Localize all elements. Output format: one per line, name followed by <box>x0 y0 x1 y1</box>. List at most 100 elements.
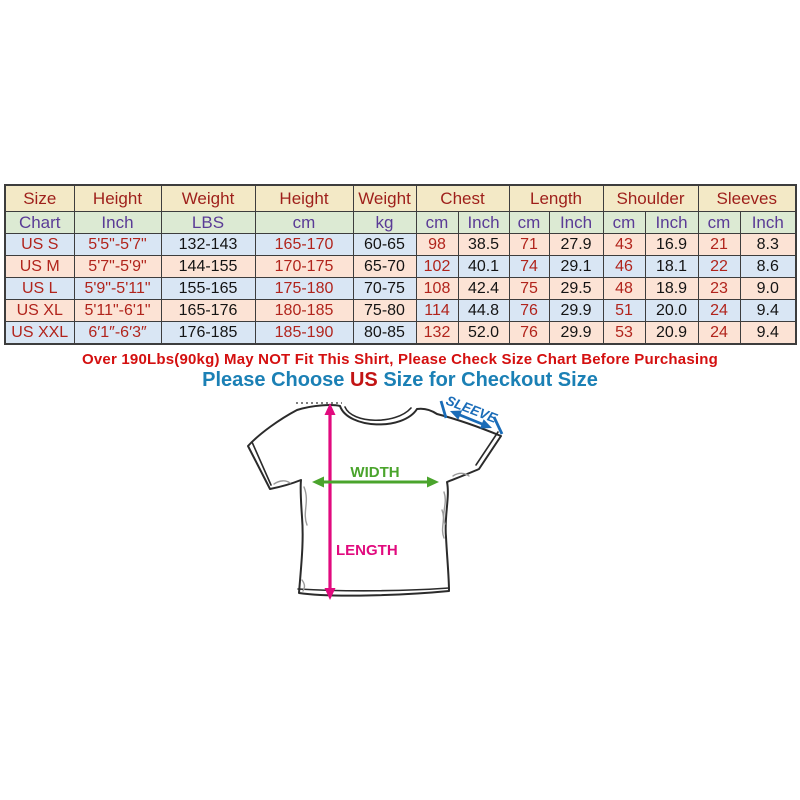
size-cell: 75 <box>508 277 550 300</box>
size-cell: 9.0 <box>739 277 797 300</box>
col-header: Chest <box>415 184 510 212</box>
col-header: Length <box>508 184 604 212</box>
size-chart-table: Size Height Weight Height Weight Chest L… <box>4 184 798 345</box>
size-cell: 53 <box>602 321 646 345</box>
collar-inner-line <box>344 406 412 422</box>
unit-header: cm <box>415 211 459 234</box>
col-header: Sleeves <box>697 184 797 212</box>
unit-header: Inch <box>739 211 797 234</box>
size-cell: 65-70 <box>352 255 417 278</box>
size-cell: 21 <box>697 233 741 256</box>
size-cell: 20.9 <box>644 321 699 345</box>
size-cell: 20.0 <box>644 299 699 322</box>
size-cell: 8.6 <box>739 255 797 278</box>
size-cell: 170-175 <box>254 255 354 278</box>
unit-header: kg <box>352 211 417 234</box>
size-cell: 24 <box>697 321 741 345</box>
hem-seam <box>297 587 450 592</box>
col-header: Weight <box>352 184 417 212</box>
header-row-2: Chart Inch LBS cm kg cm Inch cm Inch cm … <box>4 211 797 234</box>
size-cell: 102 <box>415 255 459 278</box>
size-chart-body: US S 5'5"-5'7" 132-143 165-170 60-65 98 38.5 71… <box>4 233 797 345</box>
wrinkle-lines <box>273 472 470 592</box>
col-header: Shoulder <box>602 184 699 212</box>
col-header: Height <box>73 184 162 212</box>
size-cell: 18.9 <box>644 277 699 300</box>
size-cell: 29.5 <box>548 277 604 300</box>
header-row-1: Size Height Weight Height Weight Chest L… <box>4 184 797 212</box>
size-cell: 6′1″-6′3″ <box>73 321 162 345</box>
size-cell: 44.8 <box>457 299 510 322</box>
size-cell: 46 <box>602 255 646 278</box>
width-label: WIDTH <box>350 464 399 481</box>
size-row: US L 5'9"-5'11" 155-165 175-180 70-75 108 42.4… <box>4 277 797 300</box>
choose-prefix: Please Choose <box>202 369 350 391</box>
size-cell: 27.9 <box>548 233 604 256</box>
left-cuff-seam <box>251 441 272 486</box>
unit-header: Chart <box>4 211 75 234</box>
size-cell: 23 <box>697 277 741 300</box>
size-cell: US XXL <box>4 321 75 345</box>
size-row: US XL 5'11"-6'1" 165-176 180-185 75-80 114 44.… <box>4 299 797 322</box>
choose-size-text: Please Choose US Size for Checkout Size <box>0 369 800 392</box>
length-label: LENGTH <box>336 542 398 559</box>
size-cell: 9.4 <box>739 321 797 345</box>
length-arrowhead-bottom <box>324 588 336 600</box>
size-cell: 165-170 <box>254 233 354 256</box>
size-cell: 5'11"-6'1" <box>73 299 162 322</box>
unit-header: cm <box>254 211 354 234</box>
size-cell: 70-75 <box>352 277 417 300</box>
size-cell: 76 <box>508 321 550 345</box>
size-cell: 8.3 <box>739 233 797 256</box>
choose-us-highlight: US <box>349 369 378 391</box>
size-cell: US M <box>4 255 75 278</box>
weight-warning-text: Over 190Lbs(90kg) May NOT Fit This Shirt… <box>82 351 718 368</box>
tshirt-outline <box>247 404 502 597</box>
unit-header: LBS <box>160 211 256 234</box>
size-cell: 40.1 <box>457 255 510 278</box>
sleeve-tick-start <box>439 400 448 419</box>
size-cell: 52.0 <box>457 321 510 345</box>
col-header: Size <box>4 184 75 212</box>
size-cell: 51 <box>602 299 646 322</box>
size-cell: 29.1 <box>548 255 604 278</box>
size-cell: 185-190 <box>254 321 354 345</box>
col-header: Height <box>254 184 354 212</box>
size-cell: 180-185 <box>254 299 354 322</box>
size-cell: 29.9 <box>548 321 604 345</box>
size-cell: 29.9 <box>548 299 604 322</box>
tshirt-measurement-diagram: LENGTH WIDTH SLEEVE <box>247 393 504 600</box>
size-cell: 22 <box>697 255 741 278</box>
unit-header: cm <box>602 211 646 234</box>
size-cell: 175-180 <box>254 277 354 300</box>
unit-header: cm <box>508 211 550 234</box>
size-cell: 108 <box>415 277 459 300</box>
length-arrowhead-top <box>324 403 336 415</box>
size-cell: 5'5"-5'7" <box>73 233 162 256</box>
col-header: Weight <box>160 184 256 212</box>
sleeve-arrowhead-end <box>479 419 492 429</box>
size-row: US XXL 6′1″-6′3″ 176-185 185-190 80-85 132 52.… <box>4 321 797 345</box>
unit-header: Inch <box>73 211 162 234</box>
size-cell: 9.4 <box>739 299 797 322</box>
size-cell: 18.1 <box>644 255 699 278</box>
sleeve-tick-end <box>492 416 504 435</box>
unit-header: Inch <box>548 211 604 234</box>
size-cell: 71 <box>508 233 550 256</box>
size-cell: 144-155 <box>160 255 256 278</box>
size-row: US S 5'5"-5'7" 132-143 165-170 60-65 98 38.5 71… <box>4 233 797 256</box>
size-cell: 80-85 <box>352 321 417 345</box>
size-cell: 75-80 <box>352 299 417 322</box>
right-cuff-seam <box>475 431 499 466</box>
size-cell: 43 <box>602 233 646 256</box>
size-cell: 76 <box>508 299 550 322</box>
size-cell: 5'7"-5'9" <box>73 255 162 278</box>
size-cell: 5'9"-5'11" <box>73 277 162 300</box>
size-cell: 155-165 <box>160 277 256 300</box>
size-cell: 74 <box>508 255 550 278</box>
size-cell: 38.5 <box>457 233 510 256</box>
size-cell: US L <box>4 277 75 300</box>
sleeve-arrow <box>454 411 488 428</box>
size-cell: 98 <box>415 233 459 256</box>
